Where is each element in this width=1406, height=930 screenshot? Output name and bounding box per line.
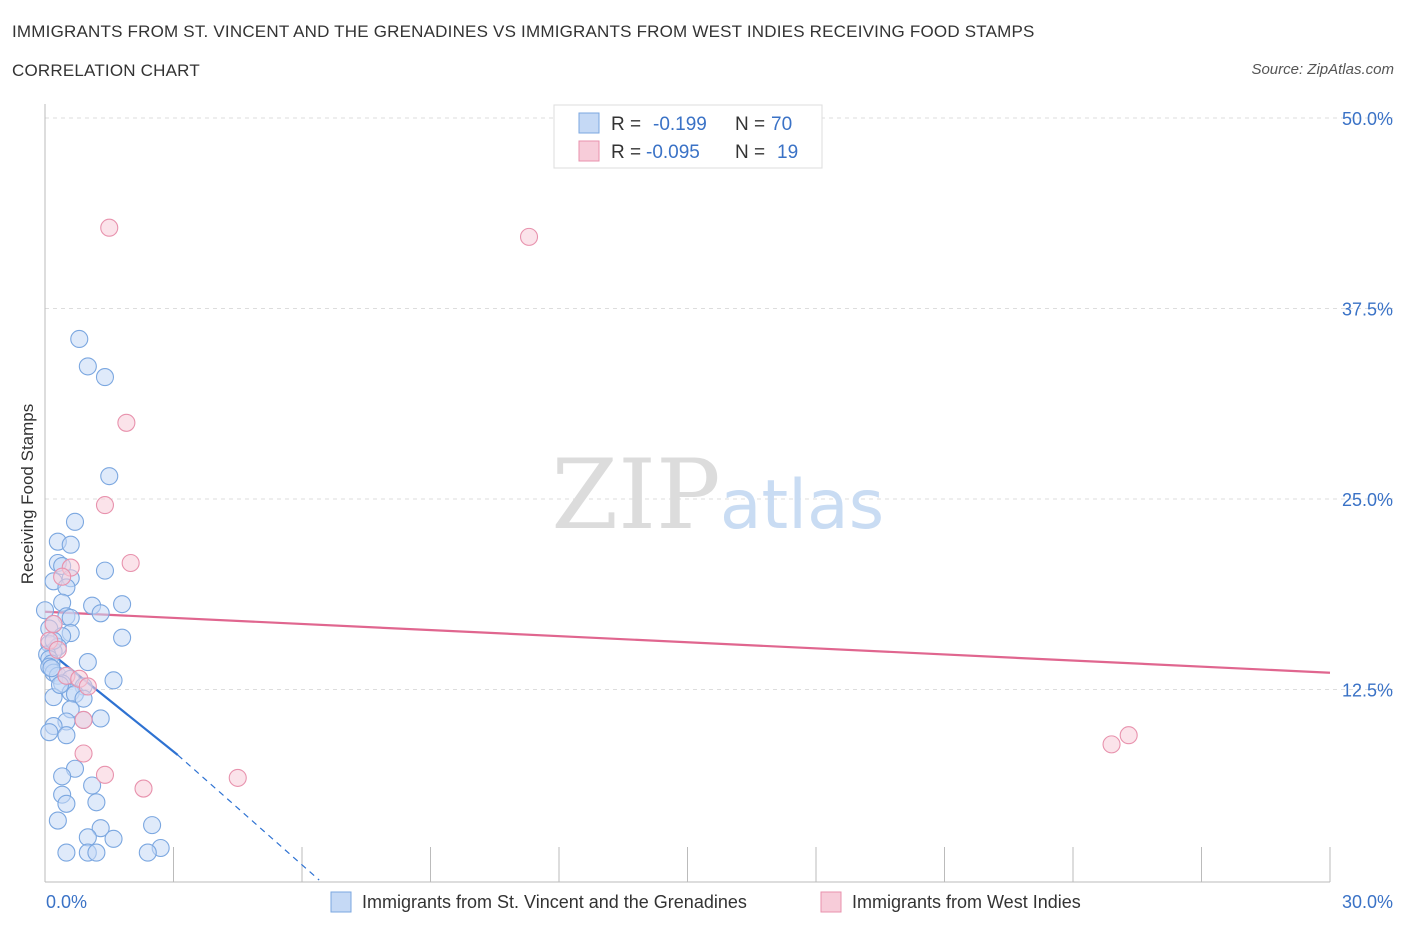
- chart-subtitle: CORRELATION CHART: [12, 61, 200, 80]
- point-blue: [61, 535, 80, 554]
- chart-title: IMMIGRANTS FROM ST. VINCENT AND THE GREN…: [12, 22, 1035, 41]
- data-points: [35, 218, 1138, 862]
- stats-n-value-blue: 70: [771, 114, 792, 135]
- point-blue: [113, 628, 132, 647]
- trend-lines: [44, 610, 1331, 881]
- point-pink: [1102, 735, 1121, 754]
- point-blue: [91, 604, 110, 623]
- series-legend-label-pink: Immigrants from West Indies: [852, 892, 1081, 912]
- point-blue: [87, 843, 106, 862]
- point-blue: [35, 601, 55, 620]
- point-pink: [100, 218, 119, 237]
- stats-legend: R = -0.199 N = 70 R = -0.095 N = 19: [553, 104, 823, 169]
- series-legend: Immigrants from St. Vincent and the Gren…: [330, 891, 1081, 913]
- x-tick-label: 30.0%: [1342, 892, 1393, 912]
- point-blue: [100, 467, 119, 486]
- trend-line-pink: [44, 610, 1331, 674]
- point-pink: [134, 779, 153, 798]
- point-blue: [91, 709, 110, 728]
- point-blue: [78, 828, 97, 847]
- point-blue: [78, 653, 97, 672]
- stats-n-label-pink: N =: [735, 142, 765, 163]
- point-blue: [57, 843, 76, 862]
- point-blue: [95, 368, 115, 387]
- y-tick-label: 25.0%: [1342, 490, 1393, 510]
- trend-line-blue: [44, 647, 179, 756]
- point-blue: [78, 357, 97, 376]
- series-legend-swatch-pink: [820, 891, 842, 913]
- point-blue: [87, 793, 106, 812]
- point-pink: [519, 227, 539, 246]
- point-blue: [57, 726, 76, 745]
- point-blue: [104, 829, 123, 848]
- source-credit: Source: ZipAtlas.com: [1251, 61, 1394, 78]
- stats-legend-swatch-blue: [578, 112, 600, 134]
- point-blue: [113, 595, 132, 614]
- point-pink: [95, 765, 115, 784]
- y-axis-label: Receiving Food Stamps: [18, 404, 37, 584]
- point-pink: [228, 768, 247, 787]
- point-pink: [74, 710, 93, 730]
- series-legend-label-blue: Immigrants from St. Vincent and the Gren…: [362, 892, 747, 912]
- point-pink: [1119, 726, 1138, 745]
- gridlines: [45, 117, 1395, 690]
- stats-legend-swatch-pink: [578, 140, 600, 162]
- point-blue: [95, 561, 115, 580]
- point-pink: [78, 677, 97, 696]
- tick-labels: 0.0% 30.0% 12.5% 25.0% 37.5% 50.0%: [46, 109, 1393, 912]
- point-pink: [53, 567, 72, 586]
- point-blue: [91, 819, 110, 838]
- point-pink: [74, 744, 93, 763]
- series-legend-swatch-blue: [330, 891, 352, 913]
- stats-r-value-blue: -0.199: [653, 114, 707, 135]
- point-blue: [57, 794, 76, 813]
- point-blue: [42, 659, 61, 678]
- point-blue: [83, 776, 102, 795]
- watermark-zip: ZIP: [551, 439, 720, 551]
- stats-r-label-blue: R =: [611, 114, 641, 135]
- stats-r-label-pink: R =: [611, 142, 641, 163]
- y-tick-label: 12.5%: [1342, 681, 1393, 701]
- point-pink: [44, 614, 63, 634]
- watermark-atlas: atlas: [720, 466, 884, 545]
- y-tick-label: 37.5%: [1342, 300, 1393, 320]
- point-blue: [65, 512, 85, 531]
- point-blue: [138, 843, 157, 862]
- point-pink: [48, 640, 67, 659]
- point-blue: [70, 329, 89, 349]
- point-blue: [40, 723, 59, 742]
- x-tick-label: 0.0%: [46, 892, 87, 912]
- point-pink: [121, 553, 140, 573]
- point-pink: [95, 496, 115, 515]
- y-tick-label: 50.0%: [1342, 109, 1393, 129]
- point-blue: [61, 608, 80, 627]
- stats-r-value-pink: -0.095: [646, 142, 700, 163]
- point-pink: [117, 413, 136, 432]
- point-blue: [48, 811, 67, 830]
- point-blue: [53, 767, 72, 786]
- stats-n-label-blue: N =: [735, 114, 765, 135]
- point-blue: [143, 816, 162, 835]
- trend-line-dashed-blue: [177, 754, 320, 881]
- stats-n-value-pink: 19: [777, 142, 798, 163]
- point-blue: [104, 671, 123, 690]
